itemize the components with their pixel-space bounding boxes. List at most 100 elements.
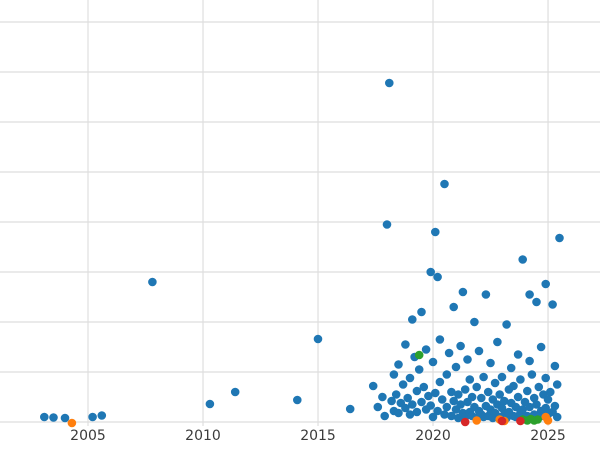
data-point-blue — [440, 179, 449, 189]
data-point-blue — [525, 402, 534, 412]
data-point-blue — [401, 403, 410, 413]
data-point-blue — [417, 397, 426, 407]
data-point-blue — [454, 390, 463, 399]
x-tick-label: 2025 — [530, 428, 566, 444]
data-point-blue — [408, 400, 417, 409]
data-point-blue — [345, 404, 355, 414]
data-point-blue — [497, 372, 507, 382]
data-point-blue — [447, 411, 456, 421]
data-point-blue — [437, 395, 447, 404]
data-point-blue — [60, 413, 70, 423]
data-point-blue — [513, 392, 523, 402]
data-point-blue — [389, 370, 399, 379]
data-point-blue — [483, 387, 493, 397]
data-point-blue — [447, 387, 456, 397]
data-point-blue — [509, 381, 518, 391]
data-point-blue — [536, 342, 546, 352]
data-point-blue — [513, 350, 523, 359]
data-point-blue — [444, 348, 454, 358]
data-point-blue — [368, 381, 378, 391]
data-point-blue — [479, 372, 488, 382]
data-point-blue — [412, 386, 422, 396]
data-point-blue — [546, 387, 555, 397]
data-point-orange — [543, 416, 553, 425]
data-point-blue — [500, 396, 509, 406]
data-point-blue — [435, 377, 445, 387]
data-point-blue — [502, 320, 511, 329]
data-point-blue — [401, 340, 410, 349]
data-point-blue — [460, 385, 470, 394]
data-point-blue — [426, 267, 436, 277]
data-point-blue — [408, 315, 417, 324]
data-point-blue — [385, 78, 394, 88]
data-point-blue — [428, 412, 438, 422]
data-point-blue — [97, 411, 107, 420]
data-point-blue — [534, 382, 544, 392]
data-point-blue — [552, 412, 562, 422]
data-point-blue — [552, 380, 562, 389]
data-point-blue — [490, 378, 500, 388]
data-point-blue — [506, 363, 516, 373]
data-point-blue — [431, 388, 440, 398]
data-point-blue — [148, 277, 157, 287]
data-point-blue — [419, 382, 429, 392]
data-point-blue — [378, 392, 387, 402]
x-tick-label: 2015 — [300, 428, 336, 444]
data-point-blue — [417, 307, 426, 317]
data-point-blue — [440, 410, 449, 419]
data-point-blue — [442, 370, 452, 379]
data-point-blue — [426, 401, 436, 410]
data-point-blue — [532, 297, 541, 307]
data-point-blue — [403, 393, 413, 403]
data-point-blue — [449, 302, 459, 312]
data-point-blue — [382, 220, 392, 229]
data-point-blue — [467, 392, 477, 402]
data-point-blue — [398, 380, 408, 389]
data-point-blue — [380, 411, 390, 421]
data-point-blue — [497, 403, 507, 413]
data-point-red — [460, 417, 470, 427]
data-point-blue — [394, 408, 403, 418]
data-point-blue — [373, 402, 383, 412]
data-point-blue — [541, 279, 550, 289]
data-point-orange — [472, 416, 482, 425]
data-point-blue — [449, 396, 459, 406]
data-point-blue — [543, 395, 553, 404]
data-point-blue — [529, 393, 539, 403]
data-point-blue — [394, 360, 403, 369]
data-point-blue — [472, 382, 482, 392]
data-point-blue — [431, 227, 440, 237]
data-point-blue — [518, 405, 527, 414]
data-point-blue — [435, 335, 445, 344]
data-point-blue — [405, 373, 415, 383]
data-point-blue — [465, 375, 475, 384]
data-point-blue — [412, 407, 422, 417]
data-point-blue — [433, 406, 442, 416]
data-point-blue — [527, 370, 537, 379]
data-point-blue — [463, 355, 472, 364]
data-point-blue — [541, 403, 550, 413]
data-point-blue — [525, 356, 534, 366]
points-layer — [40, 78, 564, 428]
gridlines-layer — [0, 0, 600, 426]
data-point-blue — [414, 365, 424, 374]
data-point-blue — [456, 400, 465, 409]
data-point-blue — [405, 410, 415, 419]
x-tick-label: 2005 — [70, 428, 106, 444]
data-point-blue — [550, 361, 560, 371]
x-tick-label: 2010 — [185, 428, 221, 444]
data-point-blue — [532, 400, 541, 409]
data-point-blue — [421, 345, 431, 354]
data-point-blue — [477, 393, 486, 403]
data-point-blue — [525, 290, 534, 299]
data-point-green — [533, 415, 542, 424]
data-point-blue — [548, 300, 557, 309]
data-point-blue — [424, 391, 433, 401]
data-point-blue — [458, 287, 468, 297]
x-axis-labels: 2005 2010 2015 2020 2025 — [70, 428, 566, 444]
data-point-red — [516, 416, 525, 426]
data-point-blue — [555, 233, 564, 243]
data-point-blue — [313, 334, 323, 344]
